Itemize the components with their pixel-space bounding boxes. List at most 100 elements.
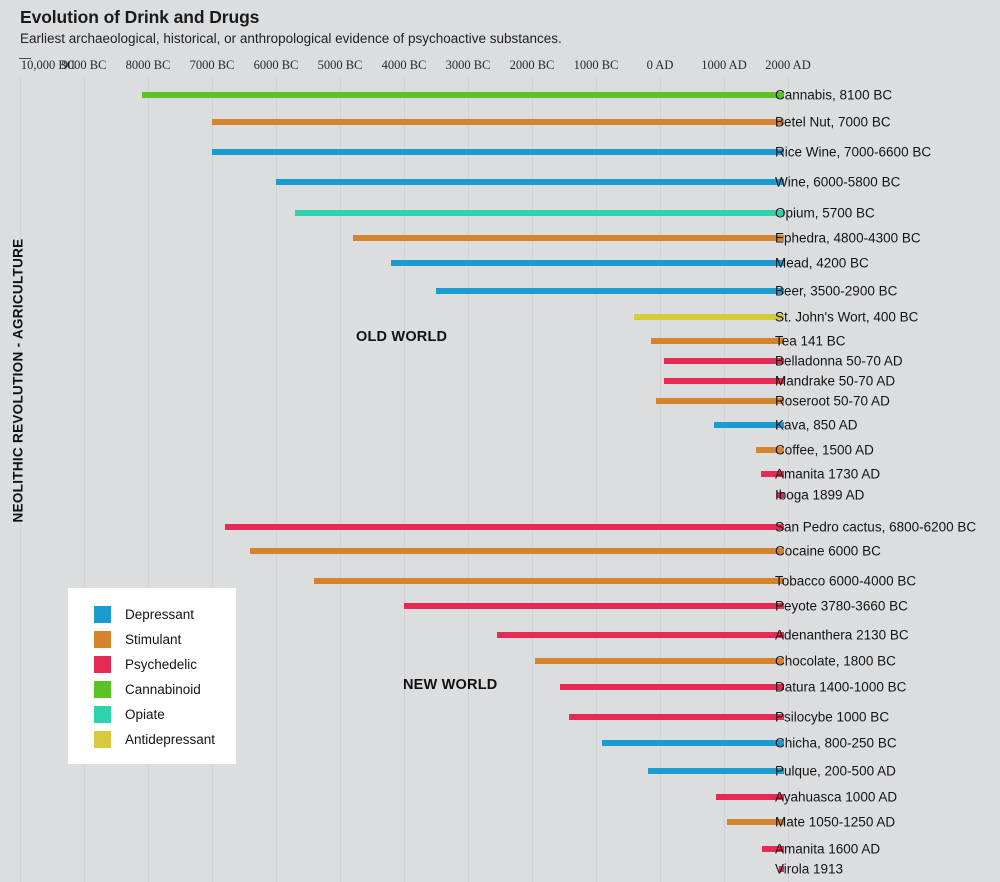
timeline-bar-label: Ayahuasca 1000 AD (775, 789, 898, 805)
timeline-bar[interactable] (648, 768, 784, 774)
legend-item-label: Opiate (125, 707, 165, 722)
timeline-bar-label: Tea 141 BC (775, 333, 846, 349)
timeline-bar-label: Chocolate, 1800 BC (775, 653, 896, 669)
timeline-bar[interactable] (352, 235, 784, 241)
legend-swatch-icon (94, 606, 111, 623)
axis-tick-label: 1000 BC (573, 58, 619, 72)
axis-tick-label: 2000 BC (509, 58, 555, 72)
gridline (532, 78, 533, 882)
timeline-bar[interactable] (756, 447, 784, 453)
gridline (788, 78, 789, 882)
timeline-bar[interactable] (141, 92, 784, 98)
section-label: NEW WORLD (403, 677, 498, 693)
timeline-bar[interactable] (715, 794, 784, 800)
timeline-bar[interactable] (663, 358, 784, 364)
legend-item[interactable]: Stimulant (94, 627, 181, 652)
gridline (596, 78, 597, 882)
timeline-bar[interactable] (650, 338, 784, 344)
gridline (276, 78, 277, 882)
timeline-bar-label: Cannabis, 8100 BC (775, 87, 893, 103)
timeline-bar-label: Beer, 3500-2900 BC (775, 283, 898, 299)
axis-tick-label: 6000 BC (253, 58, 299, 72)
plot-area: Cannabis, 8100 BC Betel Nut, 7000 BC Rice … (0, 78, 1000, 882)
era-label: NEOLITHIC REVOLUTION - AGRICULTURE (0, 180, 38, 580)
timeline-bar[interactable] (560, 684, 784, 690)
legend-swatch-icon (94, 681, 111, 698)
timeline-bar-label: Mate 1050-1250 AD (775, 814, 896, 830)
timeline-bar[interactable] (436, 288, 784, 294)
legend-swatch-icon (94, 656, 111, 673)
legend: Depressant Stimulant Psychedelic Cannabinoi… (68, 588, 236, 764)
timeline-bar[interactable] (656, 398, 784, 404)
gridline (468, 78, 469, 882)
legend-item[interactable]: Psychedelic (94, 652, 197, 677)
timeline-bar-label: Coffee, 1500 AD (775, 442, 874, 458)
timeline-bar-label: Cocaine 6000 BC (775, 543, 881, 559)
timeline-bar[interactable] (663, 378, 784, 384)
axis-tick-label: 4000 BC (381, 58, 427, 72)
timeline-bar-label: Datura 1400-1000 BC (775, 679, 907, 695)
section-label: OLD WORLD (356, 329, 448, 345)
timeline-bar-label: Mead, 4200 BC (775, 255, 869, 271)
axis-tick-label: 7000 BC (189, 58, 235, 72)
axis-tick-label: 5000 BC (317, 58, 363, 72)
timeline-bar-label: Amanita 1730 AD (775, 466, 881, 482)
gridline (212, 78, 213, 882)
legend-item[interactable]: Cannabinoid (94, 677, 201, 702)
timeline-bar[interactable] (250, 548, 784, 554)
timeline-bar-label: Psilocybe 1000 BC (775, 709, 890, 725)
legend-item[interactable]: Depressant (94, 602, 194, 627)
timeline-bar[interactable] (295, 210, 784, 216)
timeline-bar-label: Rice Wine, 7000-6600 BC (775, 144, 932, 160)
timeline-bar-label: Wine, 6000-5800 BC (775, 174, 901, 190)
timeline-bar[interactable] (634, 314, 784, 320)
timeline-bar[interactable] (779, 866, 785, 872)
legend-item-label: Stimulant (125, 632, 182, 647)
timeline-bar[interactable] (276, 179, 784, 185)
timeline-bar[interactable] (224, 524, 784, 530)
legend-item-label: Antidepressant (125, 732, 216, 747)
timeline-bar[interactable] (496, 632, 784, 638)
axis-tick-label: 8000 BC (125, 58, 171, 72)
timeline-bar-label: Iboga 1899 AD (775, 487, 865, 503)
timeline-bar-label: Adenanthera 2130 BC (775, 627, 909, 643)
era-label-text: NEOLITHIC REVOLUTION - AGRICULTURE (10, 238, 26, 522)
timeline-bar[interactable] (314, 578, 784, 584)
timeline-bar-label: Chicha, 800-250 BC (775, 735, 897, 751)
timeline-bar[interactable] (602, 740, 784, 746)
axis-origin-tick (19, 58, 31, 59)
timeline-bar[interactable] (391, 260, 784, 266)
gridline (148, 78, 149, 882)
x-axis: 10,000 BC 9000 BC 8000 BC 7000 BC 6000 BC 500… (0, 58, 1000, 76)
timeline-bar-label: San Pedro cactus, 6800-6200 BC (775, 519, 977, 535)
gridline (20, 78, 21, 882)
timeline-bar[interactable] (727, 819, 784, 825)
timeline-bar-label: Pulque, 200-500 AD (775, 763, 896, 779)
timeline-bar[interactable] (404, 603, 784, 609)
gridline (660, 78, 661, 882)
timeline-bar-label: Amanita 1600 AD (775, 841, 881, 857)
timeline-bar[interactable] (569, 714, 784, 720)
timeline-bar[interactable] (761, 471, 784, 477)
axis-tick-label: 2000 AD (765, 58, 811, 72)
timeline-bar[interactable] (762, 846, 784, 852)
timeline-bar[interactable] (535, 658, 784, 664)
legend-item[interactable]: Opiate (94, 702, 165, 727)
page-title: Evolution of Drink and Drugs (20, 7, 260, 27)
timeline-bar[interactable] (212, 119, 784, 125)
gridline (404, 78, 405, 882)
gridline (84, 78, 85, 882)
page-subtitle: Earliest archaeological, historical, or … (20, 31, 562, 46)
timeline-bar[interactable] (777, 492, 784, 498)
timeline-bar[interactable] (212, 149, 784, 155)
axis-tick-label: 0 AD (646, 58, 674, 72)
gridline (724, 78, 725, 882)
legend-item[interactable]: Antidepressant (94, 727, 215, 752)
timeline-bar[interactable] (714, 422, 784, 428)
legend-swatch-icon (94, 731, 111, 748)
timeline-bar-label: Opium, 5700 BC (775, 205, 875, 221)
timeline-bar-label: Kava, 850 AD (775, 417, 858, 433)
axis-tick-label: 10,000 BC (20, 58, 76, 72)
timeline-bar-label: Peyote 3780-3660 BC (775, 598, 908, 614)
